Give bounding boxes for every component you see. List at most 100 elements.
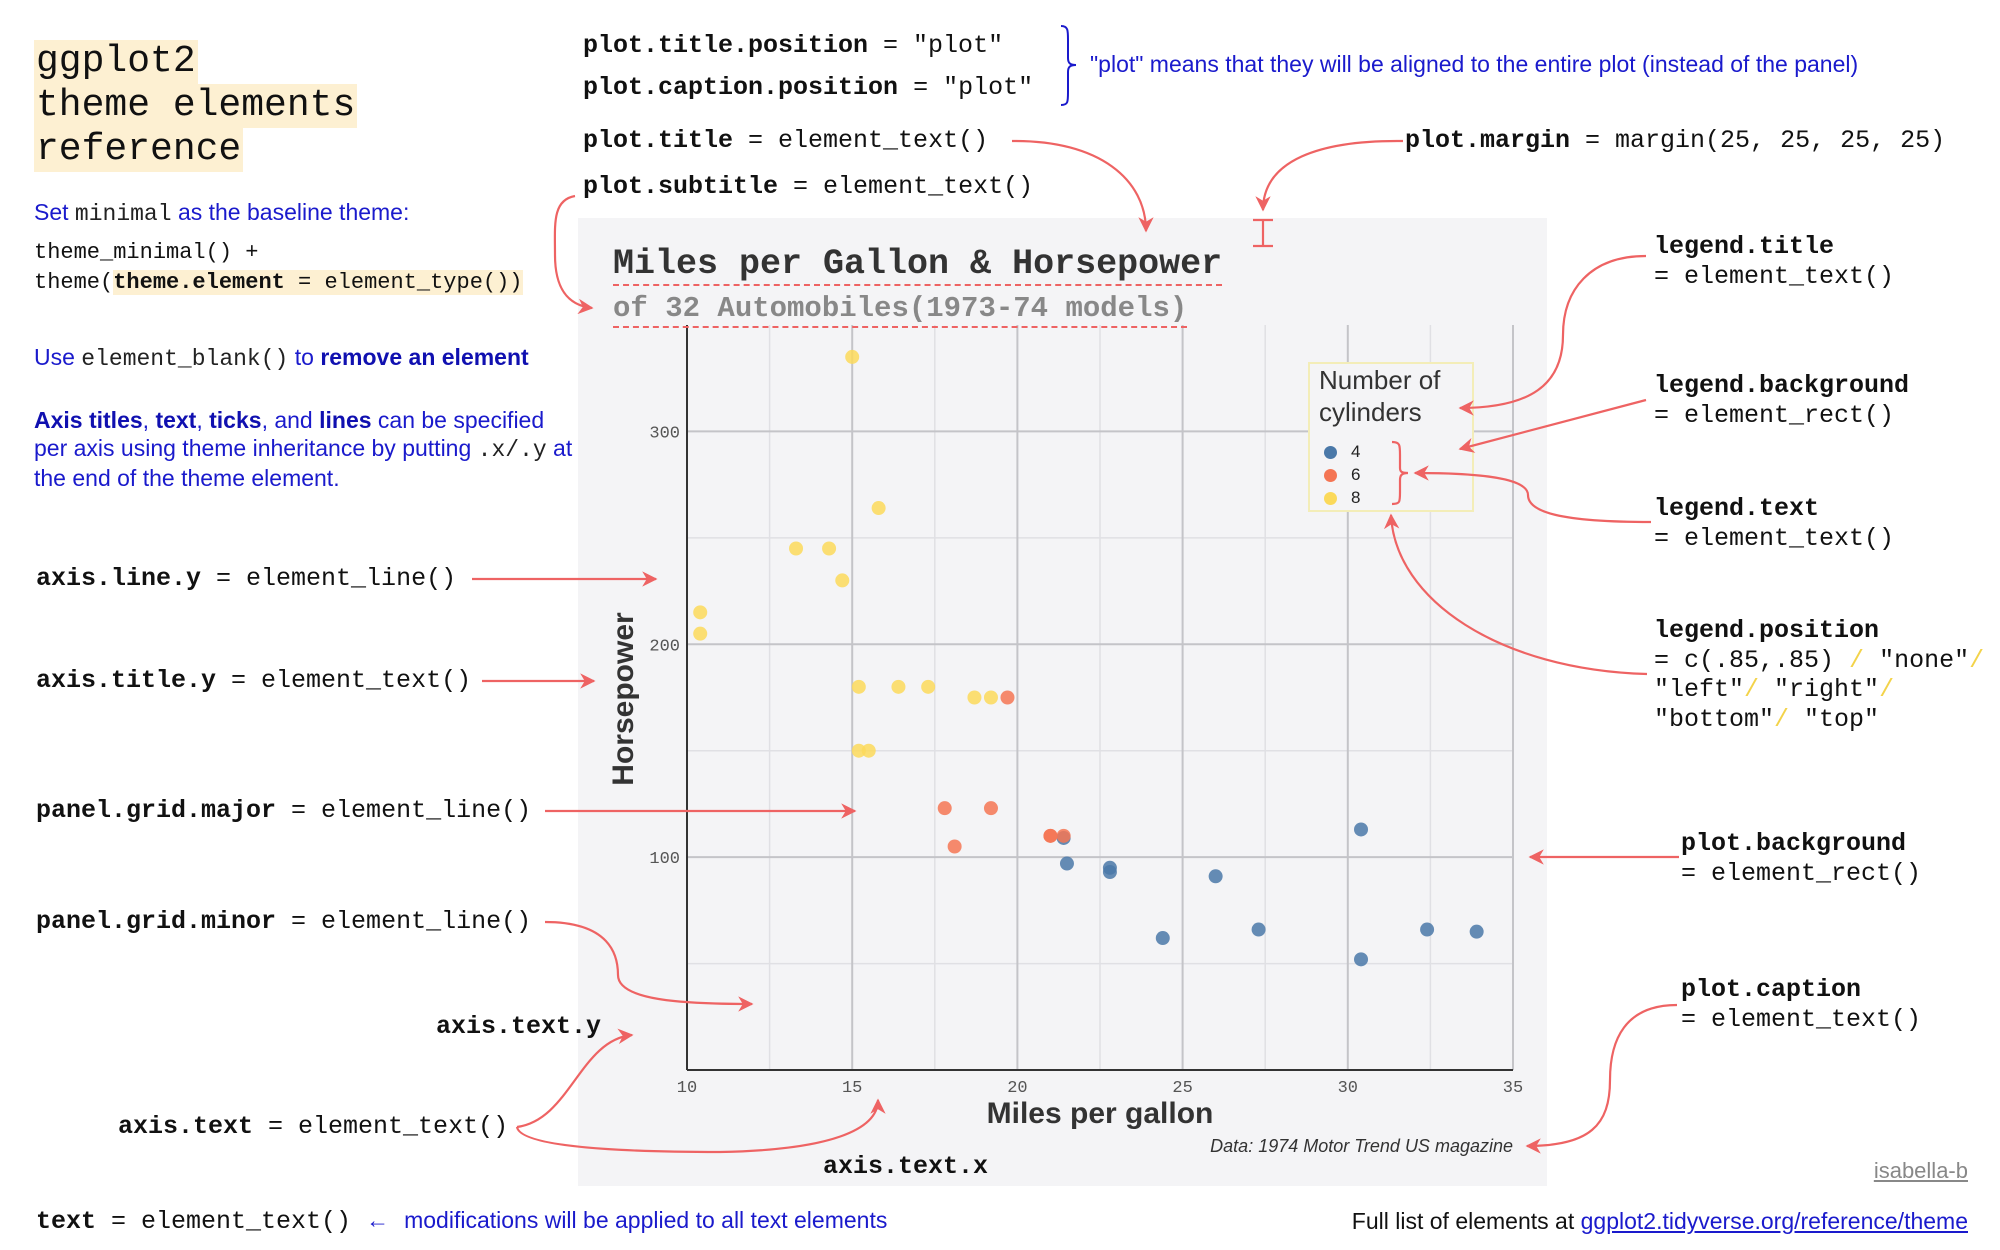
note-code: element_blank() bbox=[81, 346, 289, 372]
data-point-cyl-8 bbox=[789, 541, 804, 556]
element-value: = element_rect() bbox=[1654, 401, 1895, 430]
legend-title-line: Number of bbox=[1319, 365, 1441, 395]
legend-key-dot bbox=[1324, 492, 1337, 506]
note-text: as the baseline theme: bbox=[177, 199, 410, 225]
note-code: minimal bbox=[74, 201, 172, 227]
data-point-cyl-8 bbox=[967, 690, 982, 705]
element-value: = element_text() bbox=[96, 1207, 352, 1236]
data-point-cyl-8 bbox=[845, 349, 860, 364]
data-point-cyl-8 bbox=[693, 626, 708, 641]
arrow-axis-text-y bbox=[516, 1028, 634, 1129]
element-value: = element_line() bbox=[276, 796, 532, 825]
baseline-code-1: theme_minimal() + bbox=[34, 240, 259, 265]
data-point-cyl-4 bbox=[1469, 924, 1484, 939]
element-value: = element_text() bbox=[778, 172, 1034, 201]
annotation-plot-subtitle: plot.subtitle = element_text() bbox=[583, 172, 1033, 201]
legend-label: 4 bbox=[1351, 442, 1361, 461]
legend: Number of cylinders 4 6 8 bbox=[1308, 362, 1474, 512]
arrow-legend-title bbox=[1458, 254, 1647, 416]
reference-link[interactable]: ggplot2.tidyverse.org/reference/theme bbox=[1580, 1208, 1968, 1234]
legend-label: 6 bbox=[1351, 465, 1361, 484]
element-name: plot.subtitle bbox=[583, 172, 779, 201]
data-point-cyl-6 bbox=[983, 801, 998, 816]
data-point-cyl-8 bbox=[891, 679, 906, 694]
note-segment: .x/.y bbox=[477, 437, 547, 463]
element-name: legend.position bbox=[1654, 616, 1880, 645]
element-value: = element_text() bbox=[733, 126, 989, 155]
element-name: legend.text bbox=[1654, 494, 1820, 523]
legend-title-line: cylinders bbox=[1319, 397, 1422, 427]
element-value: = "plot" bbox=[898, 73, 1034, 102]
panel-grid bbox=[686, 325, 1514, 1071]
note-segment: Axis titles bbox=[34, 407, 143, 433]
legend-item: 6 bbox=[1324, 465, 1360, 485]
element-name: legend.title bbox=[1654, 232, 1835, 261]
y-tick-label: 100 bbox=[649, 850, 680, 869]
data-points bbox=[693, 349, 1484, 967]
arrow-plot-caption bbox=[1525, 1003, 1678, 1154]
element-value: = element_line() bbox=[276, 907, 532, 936]
element-name: legend.background bbox=[1654, 371, 1910, 400]
element-value: = margin(25, 25, 25, 25) bbox=[1570, 126, 1946, 155]
data-point-cyl-8 bbox=[983, 690, 998, 705]
arrow-plot-subtitle bbox=[553, 194, 594, 315]
author-link[interactable]: isabella-b bbox=[1873, 1158, 1968, 1183]
title-line: ggplot2 bbox=[34, 40, 198, 84]
x-tick-label: 10 bbox=[677, 1079, 697, 1098]
x-tick-label: 25 bbox=[1172, 1079, 1192, 1098]
full-list-note: Full list of elements at ggplot2.tidyver… bbox=[1352, 1208, 1968, 1235]
data-point-cyl-8 bbox=[851, 743, 866, 758]
x-tick-label: 20 bbox=[1007, 1079, 1027, 1098]
separator: / bbox=[1849, 645, 1865, 675]
note-segment: can be specified per axis using theme in… bbox=[34, 407, 545, 461]
data-point-cyl-6 bbox=[1056, 828, 1071, 843]
data-point-cyl-8 bbox=[861, 743, 876, 758]
position-brace bbox=[1060, 25, 1077, 106]
blank-note: Use element_blank() to remove an element bbox=[34, 344, 529, 372]
element-name: plot.title.position bbox=[583, 31, 869, 60]
arrow-axis-text-x bbox=[515, 1098, 886, 1154]
axis-inheritance-note: Axis titles, text, ticks, and lines can … bbox=[34, 406, 579, 492]
data-point-cyl-6 bbox=[947, 839, 962, 854]
separator: / bbox=[1879, 675, 1895, 704]
element-name: axis.text.x bbox=[823, 1152, 989, 1181]
element-value: = element_rect() bbox=[1681, 859, 1922, 888]
element-value: "top" bbox=[1789, 704, 1880, 734]
element-name: plot.caption.position bbox=[583, 73, 899, 102]
chart-caption: Data: 1974 Motor Trend US magazine bbox=[1210, 1136, 1513, 1156]
arrow-legend-text bbox=[1413, 465, 1652, 524]
data-point-cyl-4 bbox=[1059, 856, 1074, 871]
margin-indicator bbox=[1253, 218, 1273, 248]
element-value: = "plot" bbox=[868, 31, 1004, 60]
separator: / bbox=[1774, 704, 1790, 734]
x-tick-label: 35 bbox=[1503, 1079, 1523, 1098]
separator: / bbox=[1969, 645, 1985, 675]
legend-text-brace bbox=[1391, 440, 1409, 506]
x-tick-label: 15 bbox=[842, 1079, 862, 1098]
data-point-cyl-4 bbox=[1354, 822, 1369, 837]
annotation-axis-text-x: axis.text.x bbox=[823, 1152, 988, 1181]
annotation-axis-title-y: axis.title.y = element_text() bbox=[36, 666, 471, 695]
data-point-cyl-8 bbox=[921, 679, 936, 694]
annotation-plot-background: plot.background = element_rect() bbox=[1681, 829, 1921, 889]
element-value: = element_text() bbox=[1681, 1005, 1922, 1034]
x-tick-label: 30 bbox=[1338, 1079, 1358, 1098]
annotation-legend-background: legend.background = element_rect() bbox=[1654, 371, 1909, 431]
data-point-cyl-8 bbox=[851, 679, 866, 694]
legend-label: 8 bbox=[1351, 488, 1361, 507]
element-name: plot.title bbox=[583, 126, 734, 155]
baseline-code-2: theme(theme.element = element_type()) bbox=[34, 270, 523, 295]
text-note: modifications will be applied to all tex… bbox=[404, 1207, 888, 1233]
annotation-axis-text-y: axis.text.y bbox=[436, 1012, 601, 1041]
data-point-cyl-8 bbox=[693, 605, 708, 620]
arrow-legend-position bbox=[1383, 513, 1648, 676]
code-part: ) bbox=[509, 270, 523, 295]
element-value: = element_text() bbox=[216, 666, 472, 695]
element-name: plot.margin bbox=[1405, 126, 1571, 155]
chart-subtitle: of 32 Automobiles(1973-74 models) bbox=[613, 292, 1188, 328]
note-text: Set bbox=[34, 199, 69, 225]
element-value: = c(.85,.85) bbox=[1654, 645, 1850, 675]
data-point-cyl-4 bbox=[1420, 922, 1435, 937]
note-segment: , bbox=[196, 407, 210, 433]
note-segment: at the end of the theme element. bbox=[34, 435, 573, 491]
